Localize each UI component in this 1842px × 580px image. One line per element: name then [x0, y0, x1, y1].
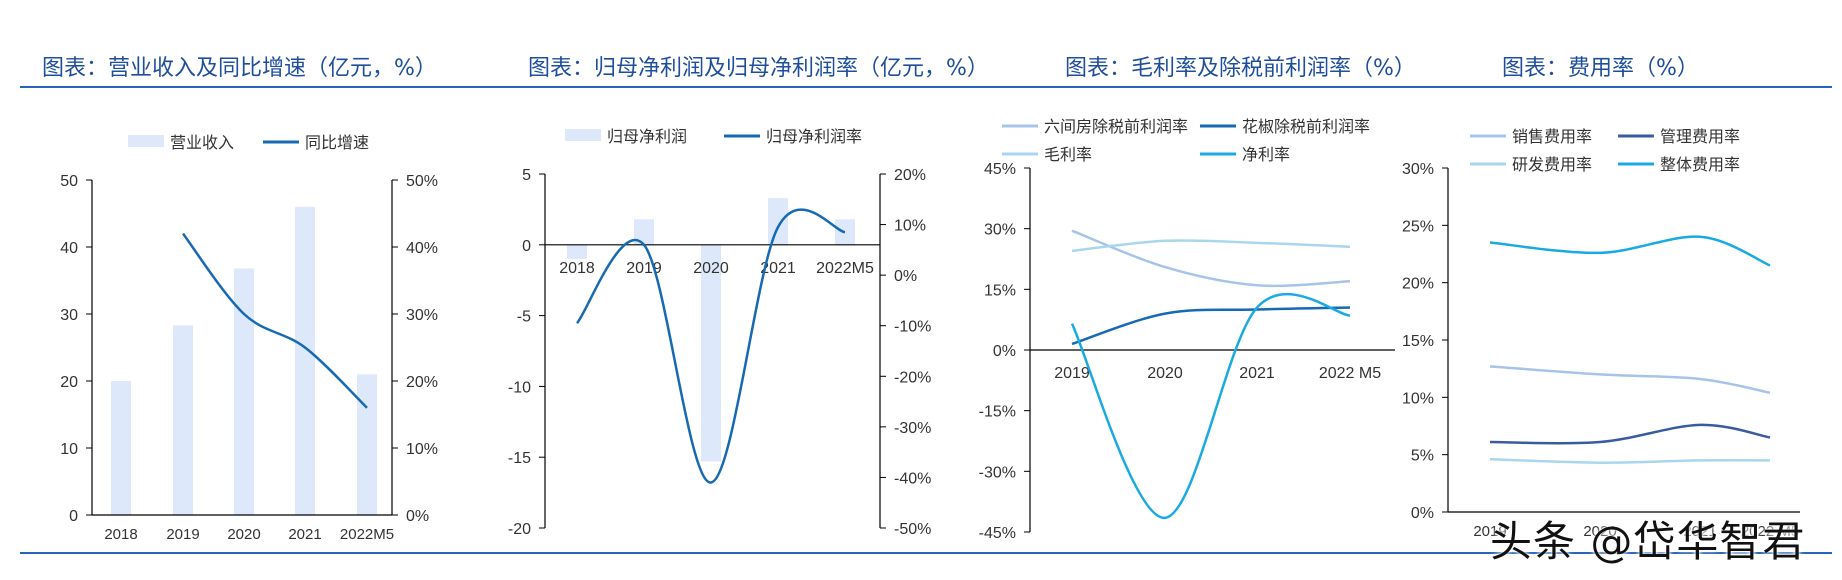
revenue-y-right-tick-label: 30%	[406, 307, 438, 324]
revenue-y-right-tick-label: 50%	[406, 173, 438, 190]
rnd-expense-line	[1489, 458, 1771, 464]
net-profit-y-right-tick-label: -10%	[894, 319, 931, 336]
expense-legend-2-label: 管理费用率	[1660, 128, 1740, 146]
revenue-x-tick-label: 2018	[104, 526, 137, 543]
sales-expense-line	[1489, 365, 1771, 394]
revenue-x-tick-label: 2019	[166, 526, 199, 543]
net-profit-bar	[701, 244, 721, 462]
net-profit-bar	[768, 198, 788, 245]
net-margin-line	[1070, 293, 1351, 520]
margin-legend-2-label: 花椒除税前利润率	[1242, 118, 1370, 136]
net-profit-y-right-tick-label: 0%	[894, 268, 917, 285]
revenue-y-left-tick-label: 0	[69, 508, 78, 525]
net-profit-y-left-tick-label: -15	[508, 450, 531, 467]
margin-y-tick-label: -15%	[979, 404, 1016, 421]
revenue-x-tick-label: 2021	[288, 526, 321, 543]
net-profit-y-left-tick-label: 0	[522, 238, 531, 255]
net-profit-bar	[567, 244, 587, 259]
revenue-bar	[173, 325, 193, 515]
revenue-y-left-tick-label: 40	[60, 240, 78, 257]
expense-x-tick-label: 2021	[1683, 523, 1716, 540]
net-profit-y-left-tick-label: -10	[508, 379, 531, 396]
revenue-legend-bar-label: 营业收入	[170, 134, 234, 152]
admin-expense-line	[1489, 423, 1771, 445]
expense-y-tick-label: 15%	[1402, 333, 1434, 350]
title-divider	[20, 86, 1832, 88]
revenue-y-right-tick-label: 0%	[406, 508, 429, 525]
margin-y-tick-label: 30%	[984, 222, 1016, 239]
net-profit-y-left-tick-label: -20	[508, 521, 531, 538]
margin-y-tick-label: 15%	[984, 282, 1016, 299]
gross-margin-line	[1071, 239, 1351, 253]
net-profit-bar	[634, 219, 654, 245]
liujianfang-pretax-margin-line	[1071, 229, 1351, 288]
margin-x-tick-label: 2020	[1147, 365, 1183, 382]
watermark: 头条 @岱华智君	[1490, 517, 1806, 566]
revenue-bar	[111, 381, 131, 515]
net-profit-margin-line	[576, 208, 846, 484]
margin-x-tick-label: 2021	[1239, 365, 1275, 382]
margin-legend-1-label: 六间房除税前利润率	[1044, 118, 1188, 136]
margin-y-tick-label: 45%	[984, 161, 1016, 178]
revenue-x-tick-label: 2020	[227, 526, 260, 543]
expense-x-tick-label: 2019	[1473, 523, 1506, 540]
huajiao-pretax-margin-line	[1071, 306, 1351, 346]
net-profit-y-right-tick-label: 10%	[894, 218, 926, 235]
margin-y-tick-label: 0%	[993, 343, 1016, 360]
revenue-legend-bar-swatch	[128, 135, 164, 147]
revenue-y-left-tick-label: 20	[60, 374, 78, 391]
expense-y-tick-label: 30%	[1402, 161, 1434, 178]
expense-legend-1-label: 销售费用率	[1512, 128, 1592, 146]
net-profit-y-right-tick-label: 20%	[894, 167, 926, 184]
revenue-growth-line	[182, 232, 368, 409]
expense-legend-4-label: 整体费用率	[1660, 156, 1740, 174]
net-profit-x-tick-label: 2021	[760, 260, 796, 277]
chart-title-margin: 图表：毛利率及除税前利润率（%）	[1065, 56, 1416, 81]
chart-title-net-profit: 图表：归母净利润及归母净利润率（亿元，%）	[528, 56, 989, 81]
expense-y-tick-label: 10%	[1402, 390, 1434, 407]
expense-y-tick-label: 0%	[1411, 505, 1434, 522]
revenue-y-right-tick-label: 40%	[406, 240, 438, 257]
revenue-y-right-tick-label: 20%	[406, 374, 438, 391]
margin-y-tick-label: -45%	[979, 525, 1016, 542]
bottom-divider	[20, 552, 1832, 554]
margin-x-tick-label: 2022 M5	[1319, 365, 1381, 382]
total-expense-line	[1489, 235, 1771, 267]
margin-x-tick-label: 2019	[1054, 365, 1090, 382]
revenue-y-left-tick-label: 10	[60, 441, 78, 458]
revenue-x-tick-label: 2022M5	[340, 526, 394, 543]
revenue-y-left-tick-label: 50	[60, 173, 78, 190]
net-profit-y-left-tick-label: 5	[522, 167, 531, 184]
net-profit-legend-bar-label: 归母净利润	[607, 128, 687, 146]
chart-title-revenue: 图表：营业收入及同比增速（亿元，%）	[42, 56, 437, 81]
margin-legend-3-label: 毛利率	[1044, 146, 1092, 164]
expense-y-tick-label: 25%	[1402, 218, 1434, 235]
revenue-bar	[357, 374, 377, 515]
net-profit-y-left-tick-label: -5	[517, 309, 531, 326]
revenue-bar	[295, 206, 315, 516]
net-profit-x-tick-label: 2018	[559, 260, 595, 277]
net-profit-legend-bar-swatch	[565, 129, 601, 141]
net-profit-y-right-tick-label: -50%	[894, 521, 931, 538]
expense-x-tick-label: 2022 M5	[1741, 523, 1799, 540]
expense-legend-3-label: 研发费用率	[1512, 156, 1592, 174]
chart-title-expense: 图表：费用率（%）	[1502, 56, 1699, 81]
revenue-y-right-tick-label: 10%	[406, 441, 438, 458]
expense-x-tick-label: 2020	[1583, 523, 1616, 540]
revenue-y-left-tick-label: 30	[60, 307, 78, 324]
net-profit-legend-line-label: 归母净利润率	[766, 128, 862, 146]
expense-y-tick-label: 20%	[1402, 276, 1434, 293]
net-profit-x-tick-label: 2020	[693, 260, 729, 277]
expense-y-tick-label: 5%	[1411, 448, 1434, 465]
net-profit-y-right-tick-label: -20%	[894, 369, 931, 386]
margin-legend-4-label: 净利率	[1242, 146, 1290, 164]
net-profit-y-right-tick-label: -30%	[894, 420, 931, 437]
net-profit-x-tick-label: 2022M5	[816, 260, 874, 277]
margin-y-tick-label: -30%	[979, 464, 1016, 481]
net-profit-y-right-tick-label: -40%	[894, 470, 931, 487]
revenue-bar	[234, 268, 254, 515]
revenue-legend-line-label: 同比增速	[305, 134, 369, 152]
